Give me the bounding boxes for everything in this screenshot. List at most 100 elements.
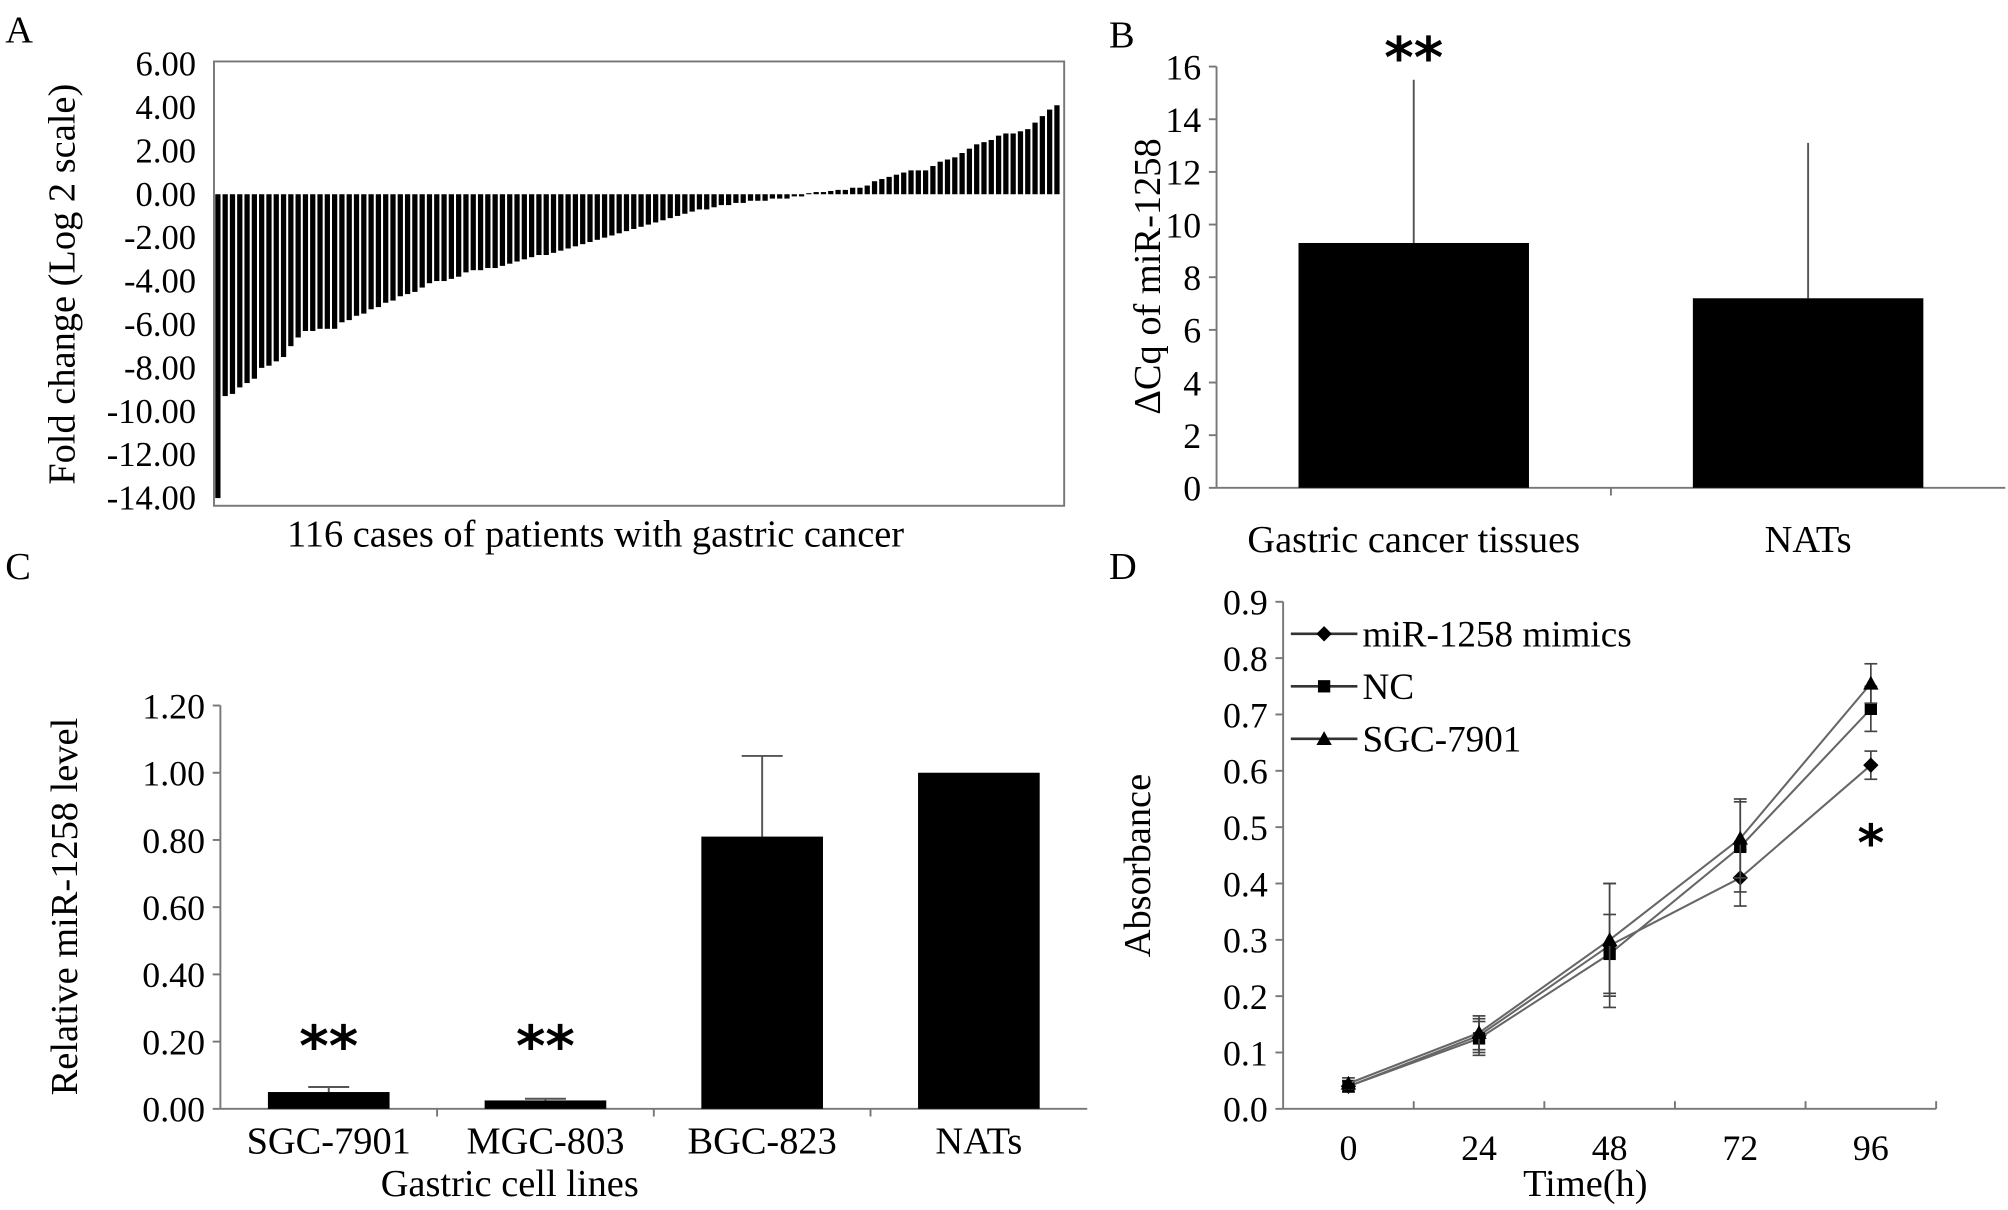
bar: [701, 836, 823, 1109]
bar: [317, 194, 323, 329]
bar: [492, 194, 498, 269]
bar: [485, 194, 491, 269]
bar: [244, 194, 250, 384]
bar: [1017, 131, 1024, 195]
y-tick-label: 6.00: [136, 46, 196, 84]
x-tick-label: 48: [1592, 1128, 1628, 1168]
x-tick-label: 24: [1461, 1128, 1497, 1168]
bar: [288, 194, 294, 347]
bar: [565, 194, 571, 249]
bar: [682, 194, 688, 214]
bar: [645, 194, 651, 225]
bar: [755, 194, 761, 201]
panel-label-c: C: [5, 546, 31, 588]
y-tick-label: 4.00: [136, 89, 196, 127]
bar: [273, 194, 279, 362]
bar: [981, 142, 987, 195]
bar: [974, 144, 980, 195]
category-label: MGC-803: [466, 1121, 624, 1163]
bar: [922, 170, 929, 195]
y-tick-label: -2.00: [124, 219, 196, 257]
bar: [587, 194, 593, 242]
bar: [558, 194, 564, 251]
legend-label: NC: [1363, 667, 1415, 708]
triangle-marker: [1340, 1075, 1357, 1090]
y-tick-label: 16: [1165, 47, 1201, 87]
diamond-marker: [1316, 626, 1332, 642]
bar: [237, 194, 243, 388]
x-axis-label: 116 cases of patients with gastric cance…: [287, 514, 904, 556]
bar: [653, 194, 659, 223]
bar: [937, 161, 943, 195]
triangle-marker: [1471, 1025, 1487, 1039]
legend-label: SGC-7901: [1363, 720, 1522, 761]
bar: [222, 194, 228, 397]
bar: [514, 194, 520, 262]
bar: [484, 1100, 607, 1109]
y-tick-label: 0.9: [1223, 583, 1268, 623]
y-tick-label: 0: [1183, 469, 1201, 509]
diamond-marker: [1863, 757, 1879, 773]
bar: [930, 166, 936, 195]
bar: [507, 194, 513, 264]
bar: [747, 194, 754, 201]
bar: [426, 194, 433, 284]
y-axis-label: Relative miR-1258 level: [44, 718, 86, 1096]
bar: [346, 194, 352, 321]
y-axis-label: ΔCq of miR-1258: [1127, 138, 1169, 414]
bar: [1003, 133, 1009, 195]
y-tick-label: 0.7: [1223, 695, 1268, 735]
bar: [251, 194, 257, 379]
bar: [499, 194, 506, 266]
bar: [638, 194, 644, 227]
y-tick-label: 0.4: [1223, 864, 1268, 904]
bar: [412, 194, 418, 292]
bar: [893, 174, 900, 195]
x-tick-label: 96: [1853, 1128, 1889, 1168]
y-axis-label: Absorbance: [1117, 774, 1159, 957]
bar: [631, 194, 637, 229]
y-axis-label: Fold change (Log 2 scale): [41, 84, 83, 485]
plot-frame: [213, 60, 1066, 507]
triangle-marker: [1316, 731, 1332, 745]
triangle-marker: [1863, 675, 1879, 690]
bar: [353, 194, 360, 316]
panel-c-chart: 0.00 0.20 0.40 0.60 0.80 1.00 1.20 SGC-7901 ** MG…: [44, 686, 1088, 1205]
bar: [667, 194, 673, 219]
bar: [674, 194, 681, 216]
bar: [857, 187, 863, 195]
y-tick-label: 0.3: [1223, 921, 1268, 961]
bar: [871, 181, 878, 195]
bar: [689, 194, 695, 212]
bar: [908, 170, 914, 195]
y-tick-label: -6.00: [124, 306, 196, 344]
y-tick-label: -10.00: [107, 393, 196, 431]
bar: [456, 194, 462, 277]
bar: [1039, 116, 1045, 195]
bar: [521, 194, 527, 260]
y-tick-label: 2.00: [136, 132, 196, 170]
significance-marker: **: [299, 1014, 358, 1079]
triangle-marker: [1601, 932, 1618, 946]
bar: [944, 159, 951, 195]
bar: [806, 193, 812, 195]
bar: [718, 194, 724, 206]
bar: [1692, 298, 1924, 488]
bar: [835, 189, 841, 195]
bar: [915, 170, 921, 195]
panel-label-d: D: [1109, 546, 1137, 588]
bar: [397, 194, 403, 297]
y-tick-label: 0.60: [142, 888, 205, 928]
bar: [404, 194, 411, 295]
bar: [660, 194, 666, 221]
bar: [791, 194, 797, 197]
panel-label-a: A: [5, 9, 33, 51]
square-marker: [1317, 680, 1331, 693]
bar: [864, 185, 870, 195]
y-tick-label: 10: [1165, 205, 1201, 245]
bar: [1298, 242, 1529, 488]
bar: [704, 194, 710, 210]
bar: [988, 139, 994, 195]
bar: [383, 194, 389, 303]
panel-a-chart: 6.00 4.00 2.00 0.00 -2.00 -4.00 -6.00 -8.00 -10.…: [41, 46, 1066, 556]
